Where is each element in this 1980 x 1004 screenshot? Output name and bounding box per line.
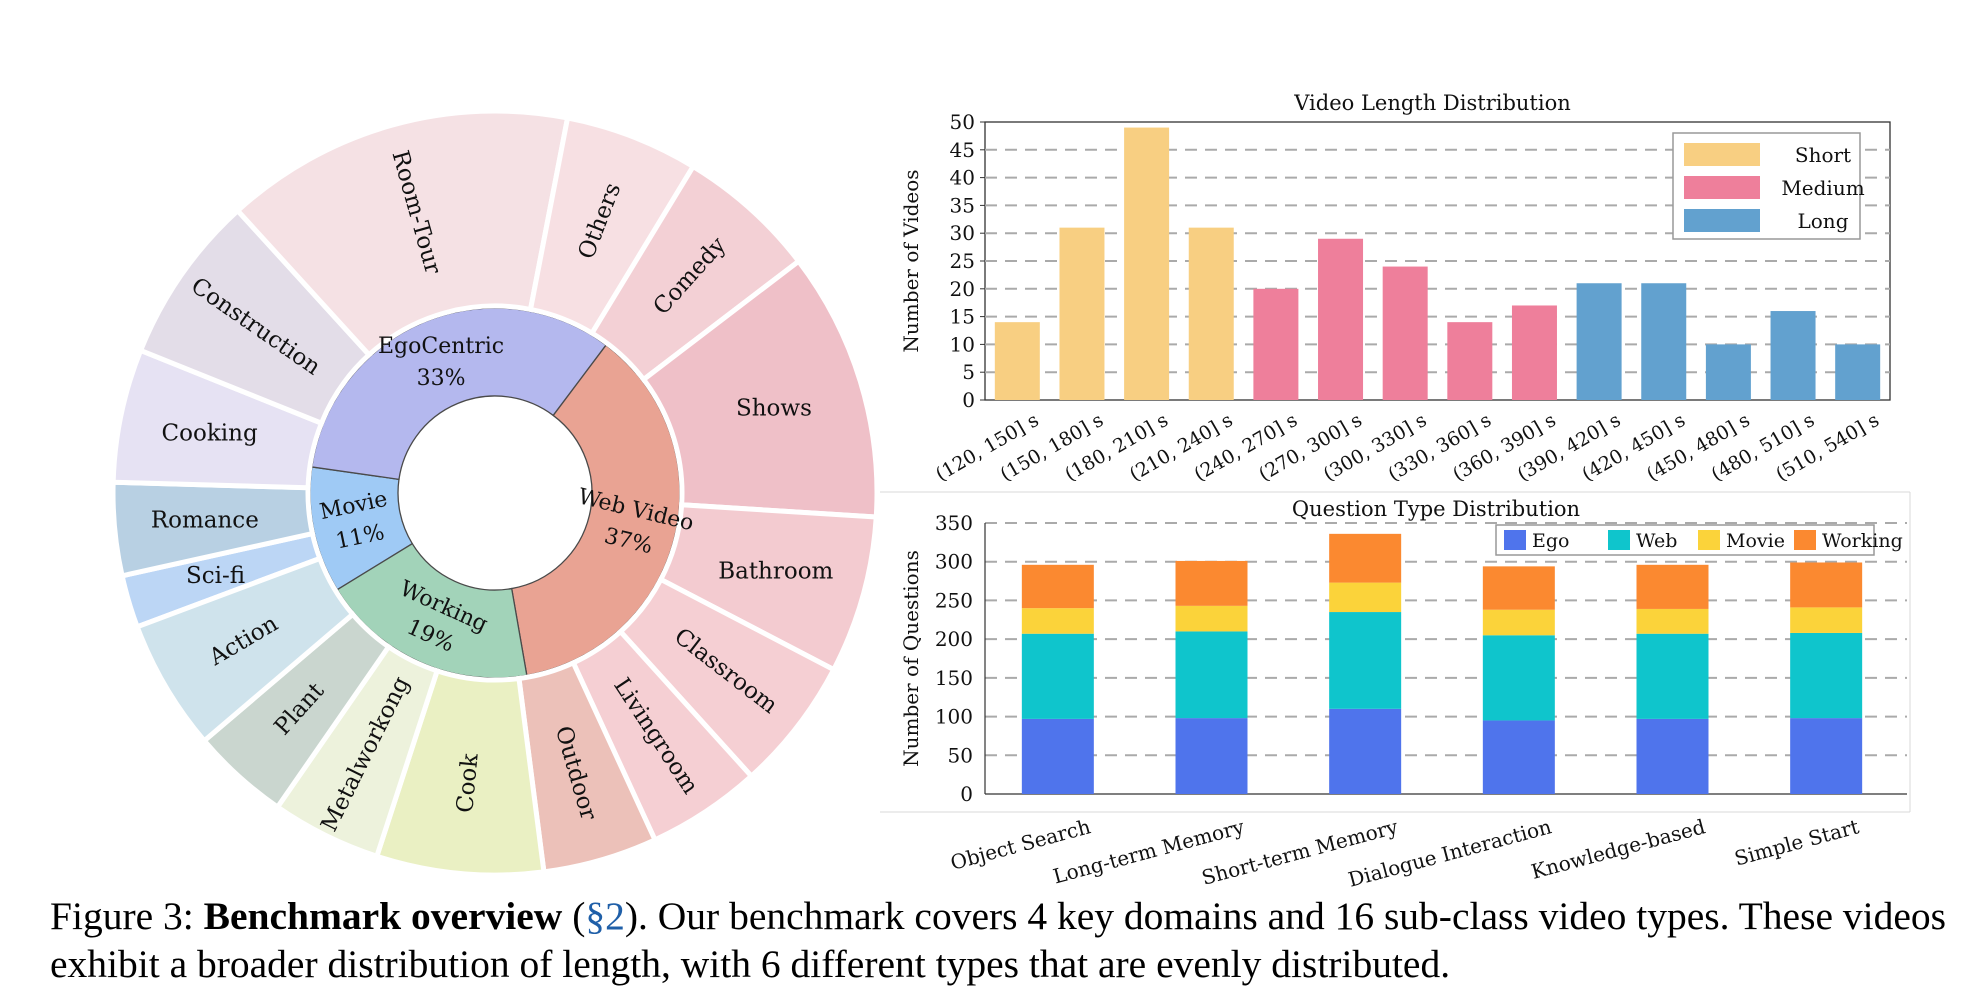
legend-label-medium: Medium [1781,176,1864,200]
caption-open-paren: ( [562,894,586,938]
stack-working-dialogue-interaction [1482,566,1555,610]
x-tick-label: Knowledge-based [1529,814,1708,884]
outer-segment-action [133,555,357,745]
stack-movie-knowledge-based [1636,608,1709,634]
stack-movie-long-term-memory [1175,605,1248,632]
y-tick-label: 25 [950,249,975,273]
bar-210-240-s [1188,227,1234,400]
y-tick-label: 300 [935,550,973,574]
legend-label-movie: Movie [1726,530,1785,552]
outer-label-sci-fi: Sci-fi [186,563,245,589]
bar-300-330-s [1382,266,1428,400]
bar-360-390-s [1511,305,1557,400]
y-tick-label: 100 [935,705,973,729]
bar-450-480-s [1705,344,1751,400]
y-tick-label: 50 [950,110,975,134]
stack-movie-dialogue-interaction [1482,609,1555,636]
stack-movie-object-search [1021,608,1094,634]
y-tick-label: 45 [950,138,975,162]
y-tick-label: 40 [950,166,975,190]
outer-label-shows: Shows [736,395,812,421]
outer-label-bathroom: Bathroom [718,558,833,584]
bar-150-180-s [1059,227,1105,400]
bar-120-150-s [994,322,1040,400]
stack-working-short-term-memory [1329,533,1402,583]
legend-swatch-web [1608,530,1630,550]
bar-330-360-s [1447,322,1493,400]
legend-swatch-short [1684,143,1760,166]
y-tick-label: 200 [935,627,973,651]
section-ref-link[interactable]: §2 [585,894,625,938]
stack-ego-short-term-memory [1329,708,1402,794]
legend-swatch-working [1794,530,1816,550]
bar-180-210-s [1124,127,1170,400]
y-tick-label: 0 [962,388,975,412]
outer-label-cook: Cook [452,751,483,813]
legend-label-web: Web [1636,530,1677,552]
y-tick-label: 150 [935,666,973,690]
y-tick-label: 250 [935,588,973,612]
legend-swatch-long [1684,209,1760,232]
legend-swatch-ego [1504,530,1526,550]
y-tick-label: 5 [962,360,975,384]
caption-body: ). Our benchmark covers 4 key domains an… [50,894,1946,986]
y-tick-label: 35 [950,193,975,217]
caption-prefix: Figure 3: [50,894,204,938]
y-axis-label: Number of Videos [899,169,923,352]
stack-web-simple-start [1790,632,1863,719]
y-axis-label: Number of Questions [899,550,923,767]
stack-ego-long-term-memory [1175,718,1248,794]
stack-working-long-term-memory [1175,560,1248,606]
outer-label-romance: Romance [151,508,259,534]
domain-sunburst-chart: Sci-fiRomanceCookingConstructionRoom-Tou… [110,108,880,878]
stack-ego-object-search [1021,718,1094,794]
bar-480-510-s [1770,311,1816,400]
y-tick-label: 10 [950,332,975,356]
y-tick-label: 15 [950,305,975,329]
y-tick-label: 50 [948,743,973,767]
chart-title: Video Length Distribution [1293,91,1571,115]
stack-ego-dialogue-interaction [1482,720,1555,794]
stack-web-dialogue-interaction [1482,635,1555,721]
legend-swatch-medium [1684,176,1760,199]
y-tick-label: 0 [960,782,973,806]
legend-label-working: Working [1822,530,1903,552]
bar-390-420-s [1576,283,1622,400]
stack-ego-knowledge-based [1636,718,1709,794]
figure-caption: Figure 3: Benchmark overview (§2). Our b… [50,892,1960,988]
stack-movie-simple-start [1790,607,1863,633]
stack-web-knowledge-based [1636,633,1709,719]
outer-segment-room-tour [234,108,571,359]
inner-label-egocentric: EgoCentric [378,334,504,359]
legend-label-ego: Ego [1532,530,1569,552]
bar-270-300-s [1318,238,1364,400]
x-tick-label: Simple Start [1732,814,1862,870]
stack-working-simple-start [1790,562,1863,608]
legend-label-long: Long [1797,209,1848,233]
y-tick-label: 20 [950,277,975,301]
y-tick-label: 350 [935,511,973,535]
stack-working-knowledge-based [1636,564,1709,609]
bar-510-540-s [1835,344,1881,400]
bar-240-270-s [1253,288,1299,400]
stack-movie-short-term-memory [1329,582,1402,613]
inner-pct-egocentric: 33% [417,366,466,391]
caption-bold-title: Benchmark overview [203,894,563,938]
stack-web-short-term-memory [1329,612,1402,709]
bar-420-450-s [1641,283,1687,400]
chart-title: Question Type Distribution [1292,497,1580,521]
y-tick-label: 30 [950,221,975,245]
stack-web-object-search [1021,633,1094,719]
outer-segment-shows [640,257,880,520]
stack-web-long-term-memory [1175,631,1248,719]
stack-ego-simple-start [1790,718,1863,794]
legend-swatch-movie [1698,530,1720,550]
outer-label-cooking: Cooking [162,421,258,447]
legend-label-short: Short [1795,143,1851,167]
stack-working-object-search [1021,564,1094,609]
